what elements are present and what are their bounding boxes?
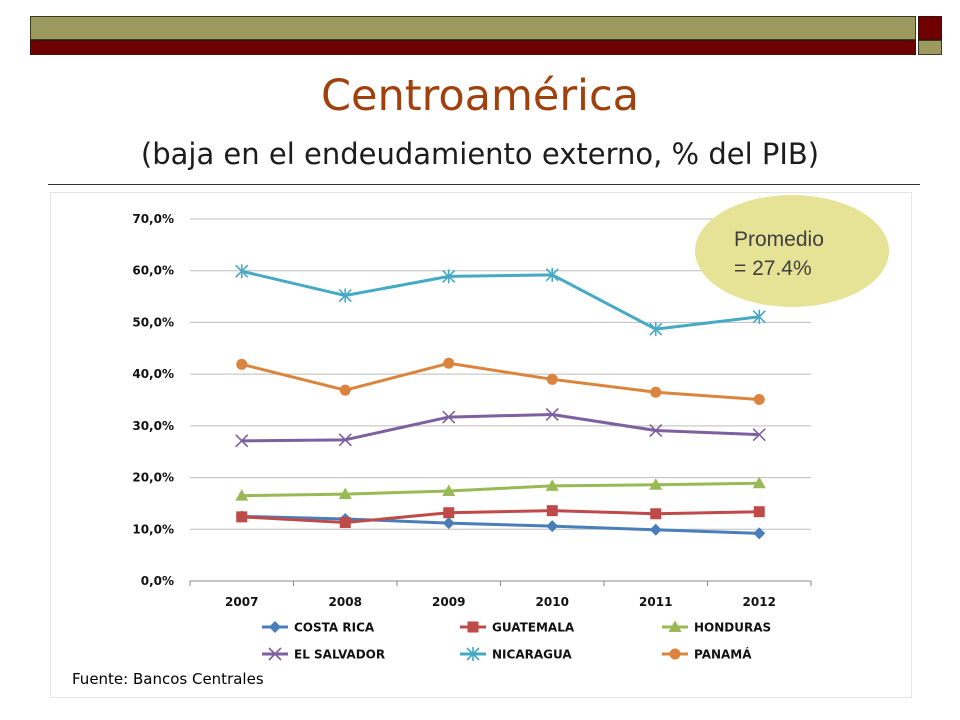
data-point-el-salvador [235, 434, 249, 448]
data-point-nicaragua [752, 309, 766, 324]
data-point-el-salvador [545, 407, 559, 422]
series-line-panam- [241, 361, 760, 401]
data-point-honduras [235, 489, 249, 501]
y-tick-label: 10,0% [132, 522, 174, 536]
series-line-nicaragua [241, 269, 760, 331]
data-point-costa-rica [442, 517, 455, 530]
source-note: Fuente: Bancos Centrales [72, 670, 264, 688]
legend-label-costa-rica: COSTA RICA [294, 621, 375, 635]
data-point-guatemala [236, 511, 248, 523]
chart-frame [50, 192, 912, 698]
callout-line-2: = 27.4% [734, 257, 812, 280]
header-square-olive [918, 40, 942, 55]
legend-label-panam-: PANAMÁ [694, 647, 752, 662]
header-square-maroon [918, 16, 942, 40]
data-point-nicaragua [338, 288, 352, 303]
header-band-maroon [30, 40, 916, 55]
slide-subtitle: (baja en el endeudamiento externo, % del… [140, 137, 820, 171]
data-point-honduras [545, 479, 559, 491]
y-tick-label: 50,0% [132, 315, 174, 329]
y-tick-label: 60,0% [132, 264, 174, 278]
legend-marker-guatemala [467, 621, 479, 633]
data-point-nicaragua [649, 322, 663, 337]
data-point-nicaragua [545, 267, 559, 282]
legend-label-el-salvador: EL SALVADOR [294, 648, 385, 662]
legend-label-honduras: HONDURAS [694, 621, 771, 635]
data-point-honduras [442, 484, 456, 497]
average-callout-text: Promedio = 27.4% [734, 225, 824, 283]
data-point-panam- [339, 384, 351, 396]
data-point-el-salvador [752, 428, 766, 442]
x-tick-label: 2009 [432, 595, 465, 609]
series-line-el-salvador [241, 412, 760, 443]
data-point-honduras [338, 487, 352, 500]
data-point-honduras [649, 478, 663, 490]
y-tick-label: 30,0% [132, 419, 174, 433]
average-callout [695, 195, 889, 307]
data-point-honduras [752, 476, 766, 489]
series-line-costa-rica [241, 514, 760, 535]
legend-marker-el-salvador [268, 647, 282, 661]
data-point-costa-rica [649, 523, 662, 536]
data-point-guatemala [753, 506, 765, 518]
series-line-guatemala [241, 509, 760, 525]
legend-marker-costa-rica [269, 621, 281, 633]
data-point-el-salvador [338, 433, 352, 447]
data-point-guatemala [443, 507, 455, 519]
slide-title: Centroamérica [321, 71, 639, 121]
legend-label-guatemala: GUATEMALA [492, 621, 575, 635]
legend-marker-panam- [669, 648, 681, 660]
x-tick-label: 2012 [743, 595, 776, 609]
title-divider [48, 184, 920, 185]
y-tick-label: 70,0% [132, 212, 174, 226]
legend-marker-nicaragua [466, 647, 480, 661]
x-tick-label: 2007 [225, 595, 258, 609]
x-tick-label: 2008 [329, 595, 362, 609]
data-point-guatemala [546, 505, 558, 517]
legend-label-nicaragua: NICARAGUA [492, 648, 572, 662]
legend-marker-honduras [668, 620, 682, 632]
data-point-guatemala [650, 508, 662, 520]
x-tick-label: 2010 [536, 595, 569, 609]
data-point-panam- [236, 358, 248, 370]
series-line-honduras [241, 481, 760, 498]
callout-line-1: Promedio [734, 228, 824, 251]
y-tick-label: 0,0% [141, 574, 174, 588]
data-point-panam- [546, 373, 558, 385]
data-point-nicaragua [235, 264, 249, 279]
y-tick-label: 20,0% [132, 471, 174, 485]
data-point-panam- [443, 357, 455, 369]
y-tick-label: 40,0% [132, 367, 174, 381]
data-point-costa-rica [546, 520, 559, 533]
data-point-guatemala [339, 517, 351, 529]
data-point-el-salvador [442, 410, 456, 424]
data-point-costa-rica [753, 527, 766, 540]
data-point-panam- [753, 393, 765, 405]
data-point-el-salvador [649, 423, 663, 438]
x-tick-label: 2011 [639, 595, 672, 609]
header-band-olive [30, 16, 916, 40]
data-point-nicaragua [442, 269, 456, 284]
data-point-panam- [650, 386, 662, 398]
